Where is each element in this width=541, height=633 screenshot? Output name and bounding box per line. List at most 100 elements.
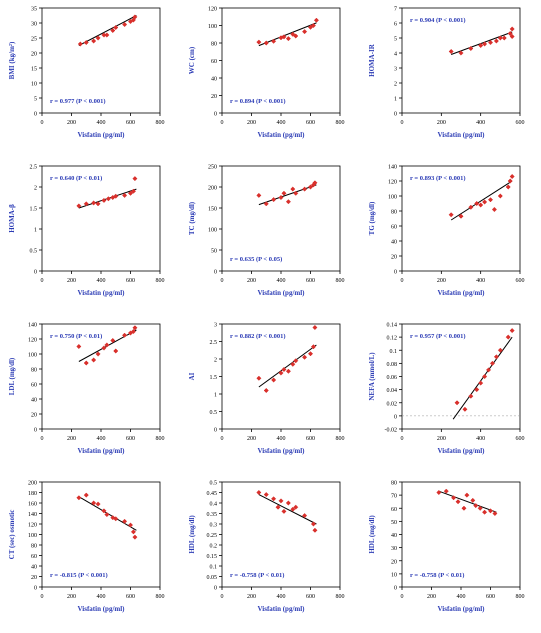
data-point (278, 370, 284, 376)
data-point (285, 36, 291, 42)
y-tick-label: 30 (31, 22, 37, 28)
y-tick-label: 40 (31, 565, 37, 571)
x-tick-label: 800 (336, 436, 345, 442)
data-point (302, 513, 308, 519)
y-tick-label: 15 (31, 67, 37, 73)
y-tick-label: 0.04 (387, 388, 398, 394)
data-point (91, 38, 97, 44)
data-point (487, 508, 494, 514)
x-tick-label: 400 (97, 436, 106, 442)
correlation-annotation: r = -0.758 (P < 0.01) (230, 572, 284, 579)
data-point (110, 337, 116, 344)
regression-line (258, 184, 317, 206)
y-tick-label: 2.5 (30, 165, 38, 171)
data-point (497, 193, 503, 199)
y-tick-label: 0.1 (390, 349, 398, 355)
x-tick-label: 200 (437, 120, 446, 126)
scatter-panel-5: 0 50 100 150 200 250 0 200 400 600 800 Visfatin (pg… (188, 165, 345, 298)
data-point (505, 184, 511, 190)
data-point (76, 495, 82, 501)
plot-frame (401, 165, 521, 272)
data-point (83, 39, 89, 46)
x-tick-label: 600 (306, 120, 315, 126)
data-point (130, 17, 137, 23)
x-tick-label: 0 (221, 594, 224, 600)
x-tick-label: 400 (476, 436, 485, 442)
y-tick-label: 5 (34, 97, 37, 103)
data-point (507, 178, 513, 184)
data-point (263, 387, 269, 394)
regression-line (452, 336, 513, 420)
x-tick-label: 200 (437, 278, 446, 284)
x-tick-label: 0 (221, 120, 224, 126)
y-tick-label: 0.14 (387, 323, 398, 329)
correlation-annotation: r = 0.750 (P < 0.01) (50, 333, 102, 340)
y-tick-label: 0 (394, 112, 397, 118)
data-point (256, 39, 262, 45)
data-point (122, 332, 128, 338)
y-axis-label: NEFA (mmol/L) (368, 352, 376, 401)
data-point (256, 375, 262, 381)
data-point (271, 496, 277, 502)
x-tick-label: 200 (247, 436, 256, 442)
y-tick-label: 40 (391, 533, 397, 539)
x-tick-label: 400 (97, 594, 106, 600)
data-point (462, 406, 468, 412)
y-tick-label: 100 (388, 195, 397, 201)
x-tick-label: 400 (97, 278, 106, 284)
data-point (130, 328, 137, 335)
data-point (77, 41, 83, 47)
x-tick-label: 600 (126, 594, 135, 600)
data-point (104, 32, 110, 38)
y-tick-label: -0.02 (385, 428, 398, 434)
x-tick-label: 200 (67, 436, 76, 442)
y-tick-label: 200 (28, 481, 37, 487)
x-tick-label: 400 (277, 436, 286, 442)
x-tick-label: 800 (336, 278, 345, 284)
data-point (307, 184, 314, 190)
x-tick-label: 600 (306, 594, 315, 600)
x-tick-label: 800 (156, 594, 165, 600)
x-tick-label: 600 (126, 278, 135, 284)
data-point (271, 38, 277, 44)
data-point (489, 360, 496, 366)
y-tick-label: 2 (394, 82, 397, 88)
y-tick-label: 150 (208, 207, 217, 213)
x-tick-label: 0 (41, 594, 44, 600)
x-tick-label: 200 (437, 436, 446, 442)
x-tick-label: 600 (516, 278, 525, 284)
y-tick-label: 60 (391, 507, 397, 513)
data-point (271, 197, 277, 203)
y-tick-label: 250 (208, 165, 217, 171)
correlation-annotation: r = -0.758 (P < 0.01) (410, 572, 464, 579)
data-point (482, 199, 488, 205)
y-tick-label: 0.1 (210, 565, 218, 571)
x-tick-label: 200 (247, 120, 256, 126)
y-tick-label: 140 (28, 323, 37, 329)
y-tick-label: 0 (214, 428, 217, 434)
correlation-annotation: r = 0.635 (P < 0.05) (230, 256, 282, 263)
x-tick-label: 400 (457, 594, 466, 600)
scatter-panel-7: 0 20 40 60 80 100 120 140 0 200 400 600 800 Visfatin … (8, 323, 165, 456)
y-tick-label: 1 (214, 393, 217, 399)
y-tick-label: 50 (391, 520, 397, 526)
data-point (113, 24, 119, 31)
y-tick-label: 0 (394, 414, 397, 420)
data-point (313, 17, 319, 23)
data-point (478, 42, 484, 49)
data-point (492, 510, 498, 517)
data-point (95, 501, 101, 507)
regression-line (450, 31, 513, 55)
data-point (487, 39, 494, 46)
x-tick-label: 600 (306, 278, 315, 284)
data-point (256, 192, 262, 198)
scatter-panel-11: 0 0.05 0.1 0.15 0.2 0.25 0.3 0.35 0.4 0.45 0.5 0 200… (188, 481, 345, 614)
data-point (281, 190, 287, 196)
y-tick-label: 0.5 (210, 410, 218, 416)
data-point (302, 354, 308, 360)
data-point (130, 529, 137, 535)
x-axis-label: Visfatin (pg/ml) (438, 447, 486, 455)
regression-line (78, 15, 137, 46)
y-tick-label: 0.06 (387, 375, 398, 381)
y-tick-label: 0 (34, 586, 37, 592)
